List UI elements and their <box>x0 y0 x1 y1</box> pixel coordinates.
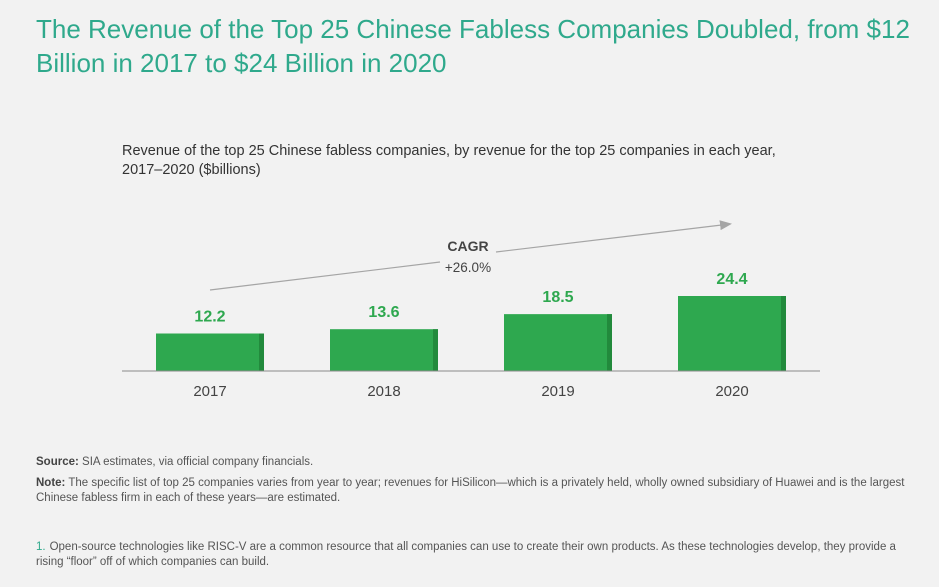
x-tick-2020: 2020 <box>715 383 748 400</box>
note-line: Note: The specific list of top 25 compan… <box>36 476 906 506</box>
chart-subtitle: Revenue of the top 25 Chinese fabless co… <box>122 143 776 178</box>
cagr-annotation: CAGR +26.0% <box>209 220 732 291</box>
x-tick-2019: 2019 <box>541 383 574 400</box>
bar-2019 <box>504 314 612 371</box>
cagr-arrow-left <box>209 261 441 291</box>
value-label-2018: 13.6 <box>368 304 399 321</box>
value-label-2020: 24.4 <box>716 271 747 288</box>
cagr-value: +26.0% <box>445 260 491 275</box>
value-label-2017: 12.2 <box>194 309 225 326</box>
bar-2017 <box>156 333 264 371</box>
value-label-2019: 18.5 <box>542 289 573 306</box>
footnote-text: Open-source technologies like RISC-V are… <box>36 541 896 568</box>
source-text: SIA estimates, via official company fina… <box>78 456 314 468</box>
bar-2018 <box>330 329 438 371</box>
footnote: 1. Open-source technologies like RISC-V a… <box>36 540 906 570</box>
source-line: Source: SIA estimates, via official comp… <box>36 455 906 470</box>
x-tick-2017: 2017 <box>193 383 226 400</box>
headline: The Revenue of the Top 25 Chinese Fables… <box>36 14 910 78</box>
note-text: The specific list of top 25 companies va… <box>36 477 905 504</box>
bar-edge-2018 <box>433 329 438 371</box>
chart-notes: Source: SIA estimates, via official comp… <box>36 455 906 512</box>
bar-edge-2020 <box>781 296 786 371</box>
x-tick-2018: 2018 <box>367 383 400 400</box>
source-label: Source: <box>36 456 79 468</box>
footnote-number: 1. <box>36 541 46 553</box>
bar-edge-2017 <box>259 333 264 371</box>
cagr-arrow-right <box>495 220 732 253</box>
bar-chart: 12.2 2017 13.6 2018 18.5 2019 24.4 2020 CAGR +2… <box>122 220 820 400</box>
bar-2020 <box>678 296 786 371</box>
note-label: Note: <box>36 477 66 489</box>
bar-edge-2019 <box>607 314 612 371</box>
cagr-label: CAGR <box>447 238 488 254</box>
